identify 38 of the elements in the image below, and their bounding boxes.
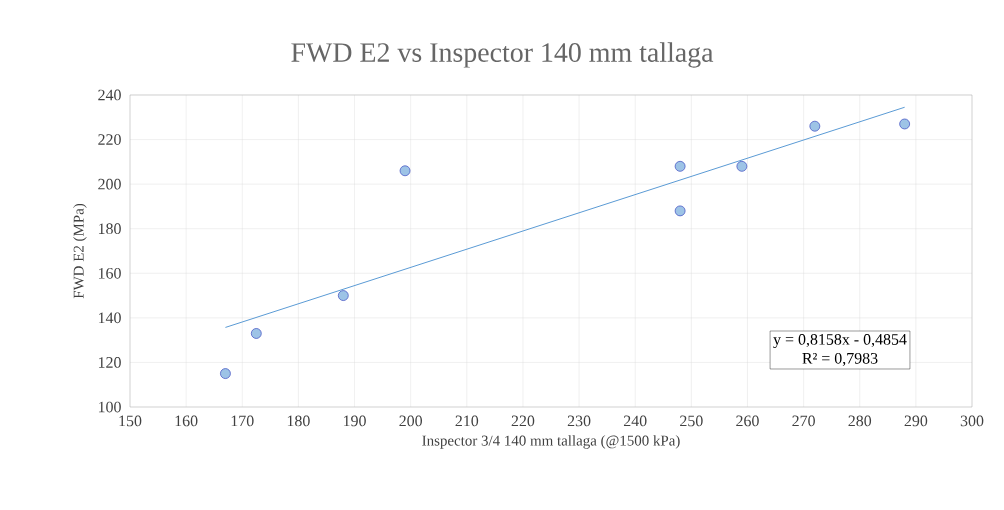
y-tick-label: 220: [98, 134, 121, 145]
y-tick-label: 240: [98, 89, 121, 101]
point: [399, 165, 411, 177]
x-tick-label: 170: [231, 415, 254, 427]
x-tick-label: 290: [904, 415, 928, 427]
x-tick-label: 210: [455, 415, 479, 427]
point: [250, 328, 262, 339]
y-tick-label: 100: [98, 401, 121, 413]
y-tick-label: 120: [98, 357, 121, 368]
y-axis-title: FWD E2 (MPa): [73, 203, 87, 299]
x-tick-label: 220: [511, 415, 535, 427]
y-tick-label: 180: [98, 223, 121, 235]
x-tick-label: 250: [680, 415, 703, 427]
annotation: y = 0,8158x - 0,4854: [773, 334, 907, 349]
point: [736, 160, 748, 172]
x-tick-label: 180: [287, 415, 310, 427]
x-tick-label: 150: [119, 415, 142, 427]
x-tick-label: 190: [343, 415, 366, 427]
x-tick-label: 280: [848, 415, 872, 427]
y-tick-label: 200: [98, 178, 121, 190]
x-tick-label: 270: [792, 415, 815, 427]
x-tick-label: 300: [960, 415, 984, 427]
point: [809, 120, 821, 132]
y-tick-label: 160: [98, 267, 121, 279]
point: [674, 160, 686, 172]
x-tick-label: 160: [175, 415, 198, 427]
x-tick-label: 230: [567, 415, 591, 427]
y-tick-label: 140: [98, 312, 121, 324]
point: [899, 118, 910, 130]
x-tick-label: 240: [623, 415, 647, 427]
point: [337, 290, 349, 301]
point: [674, 205, 686, 217]
chart-title: FWD E2 vs Inspector 140 mm tallaga: [291, 42, 714, 68]
x-tick-label: 260: [736, 415, 759, 427]
annotation: R² = 0,7983: [802, 352, 878, 366]
point: [220, 368, 231, 379]
x-tick-label: 200: [399, 415, 423, 427]
x-axis-title: Inspector 3/4 140 mm tallaga (@1500 kPa): [422, 435, 680, 449]
